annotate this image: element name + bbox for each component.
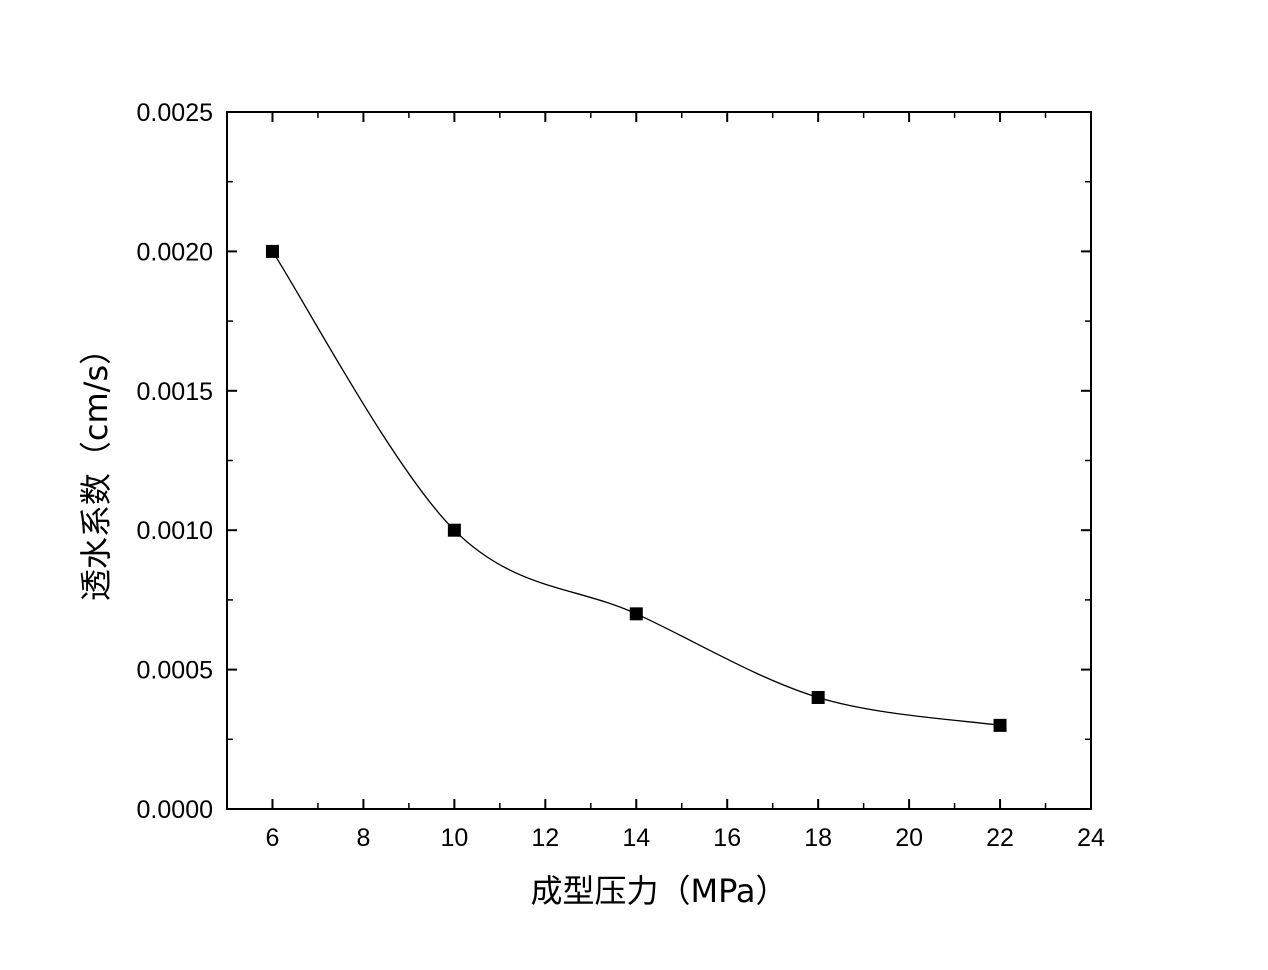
x-tick-label-14: 14 — [622, 824, 650, 852]
series-line-0 — [271, 251, 1001, 727]
y-tick-label-1: 0.0005 — [137, 657, 213, 685]
x-tick-label-22: 22 — [986, 824, 1014, 852]
plot-frame — [226, 111, 1092, 810]
x-tick-label-12: 12 — [531, 824, 559, 852]
data-point-6 — [265, 244, 279, 258]
series-markers — [265, 244, 1007, 732]
data-point-10 — [447, 523, 461, 537]
y-tick-label-3: 0.0015 — [137, 378, 213, 406]
y-tick-label-0: 0.0000 — [137, 796, 213, 824]
x-tick-label-18: 18 — [804, 824, 832, 852]
series-lines — [271, 251, 1001, 727]
y-axis-ticks — [227, 111, 1091, 810]
data-point-22 — [993, 718, 1007, 732]
x-tick-label-6: 6 — [266, 824, 280, 852]
x-axis-tick-labels: 6 8 10 12 14 16 18 20 22 24 — [266, 824, 1105, 852]
data-point-18 — [811, 690, 825, 704]
x-tick-label-10: 10 — [440, 824, 468, 852]
x-tick-label-20: 20 — [895, 824, 923, 852]
y-tick-label-2: 0.0010 — [137, 517, 213, 545]
y-tick-label-5: 0.0025 — [137, 99, 213, 127]
y-tick-label-4: 0.0020 — [137, 238, 213, 266]
y-axis-title: 透水系数（cm/s） — [77, 333, 115, 601]
data-point-14 — [629, 607, 643, 621]
x-tick-label-16: 16 — [713, 824, 741, 852]
y-axis-tick-labels: 0.0000 0.0005 0.0010 0.0015 0.0020 0.0025 — [137, 99, 213, 824]
x-tick-label-8: 8 — [356, 824, 370, 852]
x-axis-title: 成型压力（MPa） — [530, 872, 787, 910]
x-tick-label-24: 24 — [1077, 824, 1105, 852]
x-axis-ticks — [271, 112, 1092, 809]
